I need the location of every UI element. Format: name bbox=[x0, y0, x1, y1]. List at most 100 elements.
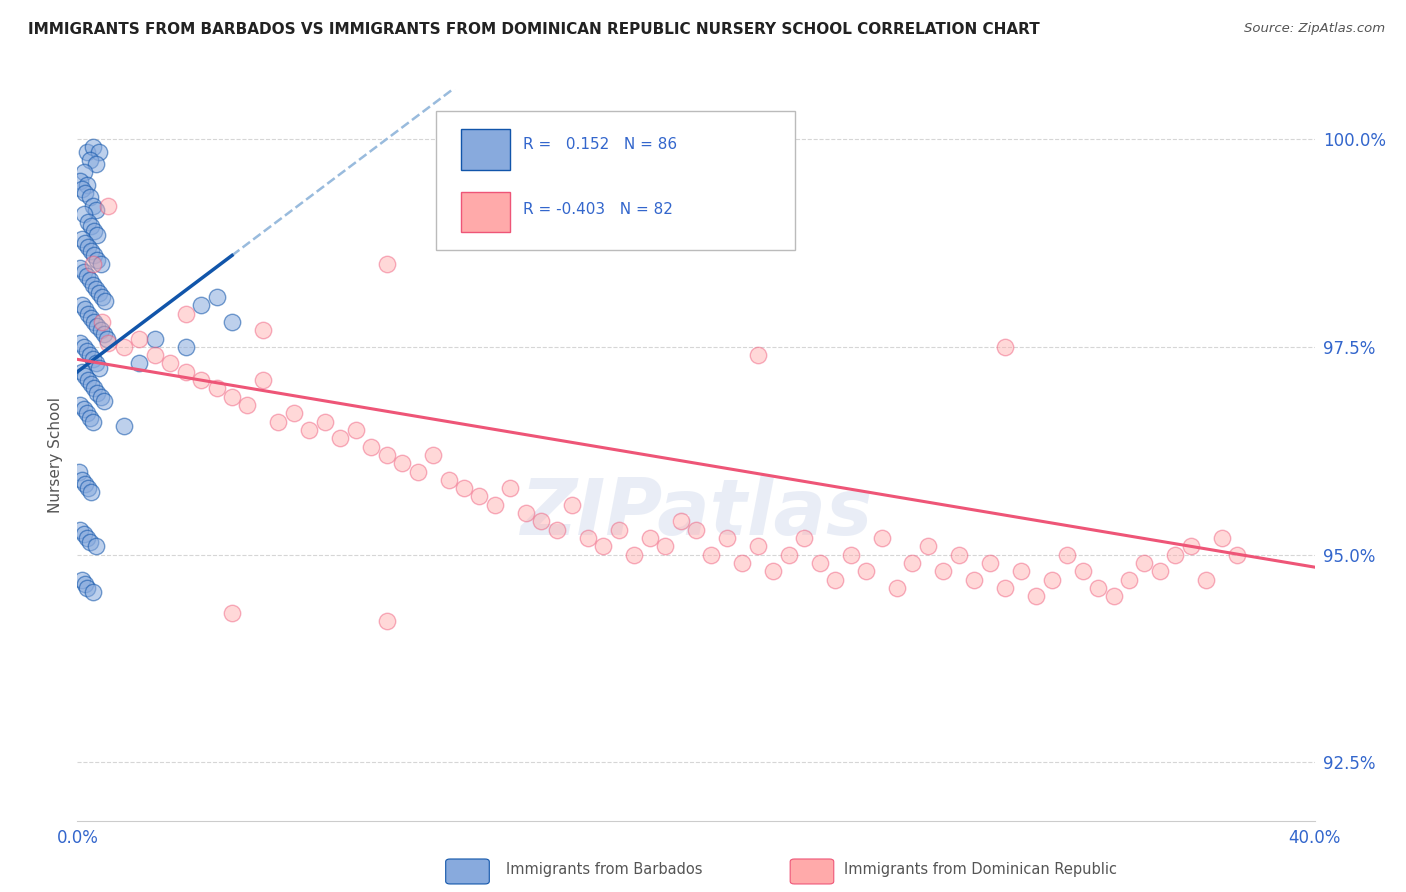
Point bbox=[762, 564, 785, 578]
Point bbox=[252, 323, 274, 337]
Point bbox=[747, 540, 769, 554]
Point bbox=[76, 145, 98, 159]
Point bbox=[855, 564, 877, 578]
Point bbox=[638, 531, 661, 545]
Point bbox=[1164, 548, 1187, 562]
Point bbox=[69, 174, 91, 188]
Text: ZIPatlas: ZIPatlas bbox=[520, 475, 872, 551]
Point bbox=[654, 540, 676, 554]
Point bbox=[1102, 589, 1125, 603]
Point bbox=[174, 340, 197, 354]
Point bbox=[72, 527, 94, 541]
Point bbox=[72, 165, 94, 179]
Point bbox=[174, 307, 197, 321]
Point bbox=[839, 548, 862, 562]
Point bbox=[79, 190, 101, 204]
Point bbox=[79, 153, 101, 167]
Point bbox=[97, 335, 120, 350]
Point bbox=[1010, 564, 1032, 578]
Point bbox=[70, 182, 93, 196]
Point bbox=[994, 340, 1017, 354]
Point bbox=[685, 523, 707, 537]
Point bbox=[79, 410, 101, 425]
Point bbox=[190, 298, 212, 312]
Point bbox=[77, 215, 100, 229]
Point bbox=[422, 448, 444, 462]
Point bbox=[84, 157, 107, 171]
Point bbox=[468, 490, 491, 504]
Point bbox=[143, 332, 166, 346]
Point bbox=[453, 481, 475, 495]
Point bbox=[91, 290, 114, 304]
Point bbox=[69, 260, 91, 275]
Point bbox=[499, 481, 522, 495]
Point bbox=[1226, 548, 1249, 562]
Point bbox=[437, 473, 460, 487]
Point bbox=[72, 265, 94, 279]
Point bbox=[72, 402, 94, 417]
Y-axis label: Nursery School: Nursery School bbox=[48, 397, 63, 513]
Text: R =   0.152   N = 86: R = 0.152 N = 86 bbox=[523, 136, 676, 152]
Point bbox=[79, 535, 101, 549]
Point bbox=[1071, 564, 1094, 578]
Point bbox=[607, 523, 630, 537]
Point bbox=[1180, 540, 1202, 554]
Text: IMMIGRANTS FROM BARBADOS VS IMMIGRANTS FROM DOMINICAN REPUBLIC NURSERY SCHOOL CO: IMMIGRANTS FROM BARBADOS VS IMMIGRANTS F… bbox=[28, 22, 1040, 37]
Point bbox=[72, 340, 94, 354]
Point bbox=[747, 348, 769, 362]
Point bbox=[83, 315, 105, 329]
Point bbox=[716, 531, 738, 545]
Point bbox=[82, 415, 104, 429]
Point bbox=[75, 368, 96, 383]
Point bbox=[592, 540, 614, 554]
Point bbox=[83, 223, 105, 237]
Point bbox=[1118, 573, 1140, 587]
Point bbox=[79, 273, 101, 287]
Point bbox=[375, 614, 398, 628]
Point bbox=[83, 248, 105, 262]
Point bbox=[97, 198, 120, 212]
Point bbox=[93, 327, 115, 342]
Point bbox=[87, 285, 110, 300]
Point bbox=[731, 556, 754, 570]
Point bbox=[70, 298, 93, 312]
Point bbox=[932, 564, 955, 578]
Point bbox=[76, 178, 98, 192]
Point bbox=[808, 556, 831, 570]
Point bbox=[1040, 573, 1063, 587]
Point bbox=[82, 352, 104, 367]
Point bbox=[778, 548, 800, 562]
Point bbox=[979, 556, 1001, 570]
Point bbox=[69, 398, 91, 412]
Point bbox=[1025, 589, 1047, 603]
Point bbox=[221, 606, 243, 620]
Point bbox=[77, 307, 100, 321]
Point bbox=[96, 332, 118, 346]
Point bbox=[143, 348, 166, 362]
Text: Source: ZipAtlas.com: Source: ZipAtlas.com bbox=[1244, 22, 1385, 36]
Point bbox=[77, 481, 100, 495]
Point bbox=[1149, 564, 1171, 578]
Point bbox=[917, 540, 939, 554]
Point bbox=[69, 523, 91, 537]
Point bbox=[82, 585, 104, 599]
Point bbox=[700, 548, 723, 562]
Point bbox=[76, 344, 98, 359]
Point bbox=[1195, 573, 1218, 587]
Point bbox=[90, 390, 111, 404]
Point bbox=[87, 145, 110, 159]
Point bbox=[67, 465, 90, 479]
Point bbox=[83, 381, 105, 395]
Point bbox=[80, 310, 103, 325]
Point bbox=[87, 360, 110, 375]
Point bbox=[90, 323, 111, 337]
Point bbox=[298, 423, 321, 437]
Point bbox=[283, 406, 305, 420]
Bar bbox=[461, 129, 510, 169]
Point bbox=[515, 506, 537, 520]
Point bbox=[84, 357, 107, 371]
Point bbox=[901, 556, 924, 570]
Point bbox=[82, 277, 104, 292]
Point bbox=[128, 357, 150, 371]
Point bbox=[80, 485, 103, 500]
